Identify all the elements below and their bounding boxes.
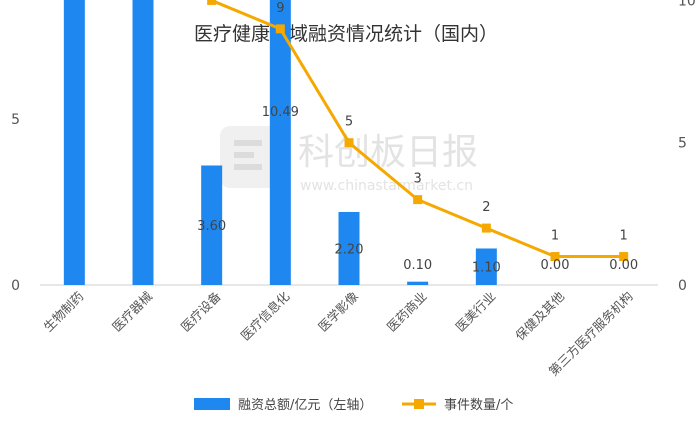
line-value-label: 1: [620, 229, 628, 244]
category-label: 医学影像: [315, 288, 361, 334]
watermark-name: 科创板日报: [298, 132, 478, 173]
watermark-logo-mark: [234, 164, 262, 170]
right-axis-tick: 0: [678, 278, 687, 294]
legend-line-marker: [414, 399, 424, 409]
bar: [269, 0, 291, 286]
bar-value-label: 0.10: [403, 258, 432, 273]
left-axis: 0510152025: [11, 112, 20, 294]
line-value-label: 5: [345, 115, 353, 130]
bar-value-label: 2.20: [335, 242, 364, 257]
category-label: 医药商业: [384, 289, 430, 335]
line-point: [207, 0, 217, 5]
legend: 融资总额/亿元（左轴） 事件数量/个: [194, 398, 513, 413]
right-axis-tick: 5: [678, 136, 687, 152]
left-axis-tick: 0: [11, 278, 20, 294]
watermark: 科创板日报 www.chinastarmarket.cn: [220, 126, 478, 194]
line-value-label: 3: [414, 172, 422, 187]
right-axis-tick: 10: [678, 0, 696, 9]
line-value-label: 9: [276, 1, 284, 16]
watermark-logo-mark: [234, 152, 254, 158]
bar: [63, 0, 85, 285]
bar-series: [63, 0, 497, 286]
right-axis: 05101520253035: [678, 0, 696, 294]
line-value-label: 2: [482, 200, 490, 215]
bar: [132, 0, 154, 285]
line-point: [344, 138, 354, 148]
category-label: 医疗设备: [178, 288, 224, 334]
watermark-logo-mark: [234, 140, 262, 146]
watermark-url: www.chinastarmarket.cn: [300, 178, 473, 194]
bar: [338, 211, 360, 285]
bar: [201, 165, 223, 285]
legend-line-label: 事件数量/个: [444, 398, 513, 413]
bar-value-label: 3.60: [197, 219, 226, 234]
bar: [475, 248, 497, 285]
line-value-label: 1: [551, 229, 559, 244]
category-label: 生物制药: [40, 289, 86, 335]
category-label: 医疗器械: [109, 288, 155, 334]
line-point: [550, 252, 560, 262]
category-label: 医疗信息化: [238, 288, 293, 343]
left-axis-tick: 5: [11, 112, 20, 128]
bar-value-label: 10.49: [262, 105, 299, 120]
bar-value-label: 0.00: [609, 258, 638, 273]
bar: [407, 281, 429, 285]
line-series: [207, 0, 629, 262]
category-labels: 生物制药 医疗器械 医疗设备 医疗信息化 医学影像 医药商业 医美行业 保健及其他第三方医疗服…: [40, 288, 635, 379]
legend-bar-label: 融资总额/亿元（左轴）: [238, 398, 372, 413]
bar-value-label: 0.00: [541, 258, 570, 273]
category-label: 医美行业: [452, 289, 498, 335]
legend-bar-swatch: [194, 398, 230, 410]
bar-value-label: 1.10: [472, 261, 501, 276]
line-point: [481, 223, 491, 233]
line-point: [413, 195, 423, 205]
chart-title: 医疗健康领域融资情况统计（国内）: [194, 23, 498, 45]
line-point: [275, 24, 285, 34]
category-label: 保健及其他: [512, 288, 567, 343]
line-labels: 323110953211: [276, 1, 628, 244]
line-point: [619, 252, 629, 262]
